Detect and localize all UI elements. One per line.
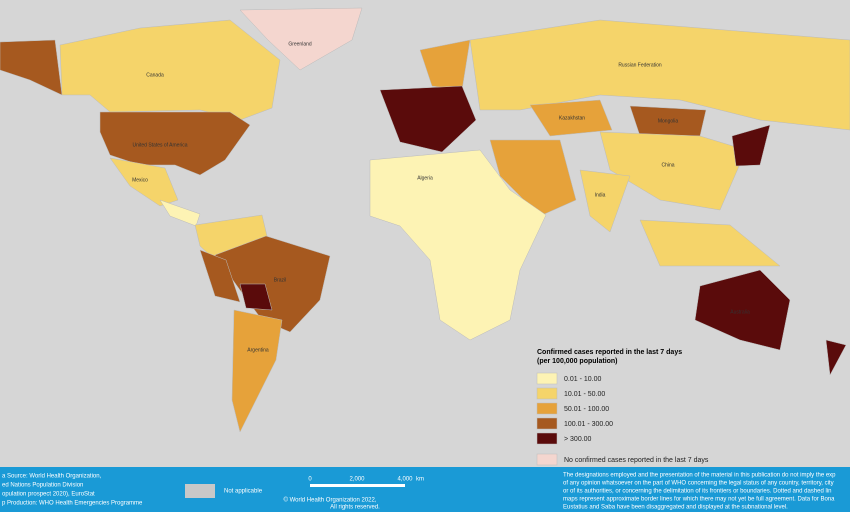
country-label: China: [661, 162, 674, 168]
disclaimer-line: maps represent approximate border lines …: [563, 497, 835, 503]
country-label: Mexico: [132, 177, 148, 183]
country-label: India: [595, 192, 606, 198]
legend-title: Confirmed cases reported in the last 7 d…: [537, 349, 682, 356]
legend-subtitle: (per 100,000 population): [537, 358, 618, 365]
source-line: opulation prospect 2020), EuroStat: [2, 492, 95, 498]
peru: [199, 249, 241, 303]
india: [579, 169, 631, 233]
legend-swatch: [536, 453, 558, 466]
africa: [369, 149, 547, 341]
land: [0, 7, 850, 433]
country-label: Brazil: [274, 277, 287, 283]
copyright: © World Health Organization 2022,: [283, 497, 376, 504]
china: [599, 131, 747, 211]
footer-bar: [0, 467, 850, 512]
legend-swatch: [536, 417, 558, 430]
legend-label: > 300.00: [564, 436, 592, 443]
disclaimer-line: of any opinion whatsoever on the part of…: [563, 481, 834, 487]
scale-label: 4,000: [397, 477, 413, 483]
japan-korea: [731, 124, 771, 167]
disclaimer-line: The designations employed and the presen…: [563, 473, 836, 479]
scale-label: 2,000: [349, 477, 365, 483]
usa: [99, 111, 251, 176]
kazakhstan: [529, 99, 613, 137]
legend-label: No confirmed cases reported in the last …: [564, 457, 709, 464]
disclaimer-line: Eustatius and Saba have been disaggregat…: [563, 505, 788, 511]
source-line: ed Nations Population Division: [2, 483, 83, 489]
argentina-chile: [231, 309, 283, 433]
country-label: Greenland: [288, 41, 312, 47]
legend-label: 10.01 - 50.00: [564, 391, 605, 398]
country-label: Russian Federation: [618, 62, 662, 68]
southeast-asia: [639, 219, 781, 267]
middle-east: [489, 139, 577, 217]
copyright: All rights reserved.: [330, 505, 380, 511]
country-label: Australia: [730, 309, 750, 315]
legend-swatch: [536, 402, 558, 415]
bolivia: [239, 283, 273, 311]
legend-label: 100.01 - 300.00: [564, 421, 613, 428]
source-line: p Production: WHO Health Emergencies Pro…: [2, 501, 143, 507]
legend-label: 50.01 - 100.00: [564, 406, 609, 413]
new-zealand: [825, 339, 847, 376]
disclaimer-line: or of its authorities, or concerning the…: [563, 489, 831, 495]
country-label: Mongolia: [658, 118, 679, 124]
scale-bar: [310, 484, 405, 487]
legend-swatch: [536, 372, 558, 385]
map-labels: Greenland Canada United States of America M…: [132, 41, 750, 353]
europe: [379, 85, 477, 153]
country-label: Canada: [146, 72, 164, 78]
country-label: Algeria: [417, 175, 433, 181]
scale-label: 0: [308, 477, 312, 483]
russia: [469, 19, 850, 131]
greenland: [239, 7, 363, 71]
not-applicable-label: Not applicable: [224, 489, 263, 495]
not-applicable-swatch: [185, 484, 215, 498]
alaska: [0, 39, 63, 96]
scale-label: km: [416, 477, 424, 483]
country-label: United States of America: [132, 142, 187, 148]
legend-label: 0.01 - 10.00: [564, 376, 601, 383]
country-label: Kazakhstan: [559, 115, 585, 121]
footer: Not applicable © World Health Organizati…: [2, 473, 836, 511]
source-line: a Source: World Health Organization,: [2, 474, 102, 480]
country-label: Argentina: [247, 347, 269, 353]
legend-swatch: [536, 432, 558, 445]
australia: [694, 269, 791, 351]
legend-swatch: [536, 387, 558, 400]
